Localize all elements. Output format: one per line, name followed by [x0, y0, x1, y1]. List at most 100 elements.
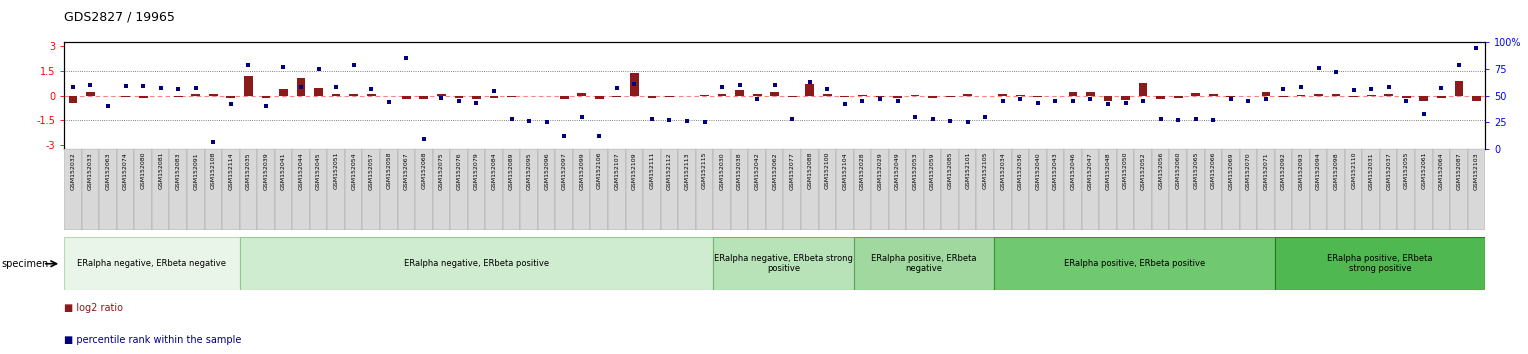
Text: GSM152080: GSM152080	[141, 152, 145, 189]
Bar	[594, 96, 604, 99]
Bar	[1227, 96, 1235, 97]
Bar	[310, 149, 327, 230]
Bar	[209, 94, 217, 96]
Bar	[350, 93, 358, 96]
Bar	[995, 237, 1274, 290]
Bar	[1016, 95, 1025, 96]
Bar	[960, 149, 976, 230]
Text: GSM152034: GSM152034	[1001, 152, 1005, 190]
Bar	[836, 149, 854, 230]
Bar	[906, 149, 924, 230]
Bar	[1082, 149, 1099, 230]
Bar	[665, 96, 674, 97]
Text: GSM152067: GSM152067	[403, 152, 410, 189]
Bar	[327, 149, 345, 230]
Text: GSM152058: GSM152058	[387, 152, 391, 189]
Text: GSM152101: GSM152101	[966, 152, 970, 189]
Bar	[1103, 96, 1112, 101]
Bar	[805, 84, 814, 96]
Bar	[927, 96, 937, 98]
Text: GSM152088: GSM152088	[807, 152, 813, 189]
Bar	[64, 237, 240, 290]
Bar	[1363, 149, 1380, 230]
Bar	[280, 89, 287, 96]
Bar	[170, 149, 186, 230]
Text: GSM152032: GSM152032	[70, 152, 75, 190]
Bar	[64, 149, 81, 230]
Text: GSM152114: GSM152114	[228, 152, 234, 189]
Text: GSM152113: GSM152113	[685, 152, 689, 189]
Bar	[454, 96, 463, 98]
Bar	[678, 149, 695, 230]
Bar	[976, 149, 995, 230]
Text: GSM152063: GSM152063	[105, 152, 110, 189]
Bar	[559, 96, 568, 98]
Bar	[292, 149, 310, 230]
Bar	[99, 149, 116, 230]
Text: specimen: specimen	[2, 259, 49, 269]
Text: GSM152089: GSM152089	[509, 152, 513, 189]
Bar	[1279, 96, 1288, 97]
Text: GSM152115: GSM152115	[701, 152, 707, 189]
Bar	[824, 94, 831, 96]
Bar	[784, 149, 801, 230]
Bar	[116, 149, 134, 230]
Bar	[1401, 96, 1410, 98]
Bar	[1332, 94, 1340, 96]
Text: GSM152074: GSM152074	[124, 152, 128, 190]
Text: GSM152060: GSM152060	[1175, 152, 1181, 189]
Bar	[1117, 149, 1134, 230]
Text: GSM152036: GSM152036	[1018, 152, 1022, 189]
Text: GSM152053: GSM152053	[912, 152, 917, 189]
Text: GSM152081: GSM152081	[159, 152, 163, 189]
Text: GSM152035: GSM152035	[246, 152, 251, 189]
Bar	[1063, 149, 1082, 230]
Text: GSM152055: GSM152055	[1404, 152, 1409, 189]
Text: GSM152071: GSM152071	[1264, 152, 1268, 189]
Text: GSM152105: GSM152105	[983, 152, 987, 189]
Text: GSM152030: GSM152030	[720, 152, 724, 189]
Text: GSM152095: GSM152095	[527, 152, 532, 189]
Bar	[1420, 96, 1429, 101]
Bar	[1239, 149, 1258, 230]
Bar	[1028, 149, 1047, 230]
Text: ■ log2 ratio: ■ log2 ratio	[64, 303, 124, 313]
Bar	[613, 96, 622, 97]
Bar	[275, 149, 292, 230]
Bar	[244, 76, 252, 96]
Bar	[345, 149, 362, 230]
Bar	[416, 149, 432, 230]
Bar	[1204, 149, 1222, 230]
Bar	[451, 149, 468, 230]
Text: GSM152106: GSM152106	[597, 152, 602, 189]
Text: ERalpha negative, ERbeta strong
positive: ERalpha negative, ERbeta strong positive	[714, 254, 853, 273]
Bar	[174, 96, 183, 97]
Text: GSM152091: GSM152091	[193, 152, 199, 189]
Text: GSM152093: GSM152093	[1299, 152, 1303, 190]
Bar	[472, 96, 481, 98]
Bar	[730, 149, 749, 230]
Text: GSM152049: GSM152049	[895, 152, 900, 190]
Bar	[432, 149, 451, 230]
Text: GSM152056: GSM152056	[1158, 152, 1163, 189]
Text: GSM152028: GSM152028	[860, 152, 865, 189]
Bar	[1293, 149, 1309, 230]
Bar	[1209, 93, 1218, 96]
Text: GSM152051: GSM152051	[333, 152, 339, 189]
Bar	[963, 94, 972, 96]
Bar	[257, 149, 275, 230]
Bar	[315, 88, 322, 96]
Text: GSM152097: GSM152097	[562, 152, 567, 190]
Text: GSM152111: GSM152111	[649, 152, 654, 189]
Bar	[695, 149, 714, 230]
Bar	[296, 78, 306, 96]
Text: GDS2827 / 19965: GDS2827 / 19965	[64, 10, 176, 23]
Bar	[503, 149, 521, 230]
Bar	[801, 149, 819, 230]
Text: GSM152087: GSM152087	[1456, 152, 1461, 189]
Bar	[1134, 149, 1152, 230]
Text: GSM152079: GSM152079	[474, 152, 478, 190]
Text: ERalpha positive, ERbeta positive: ERalpha positive, ERbeta positive	[1063, 259, 1206, 268]
Text: GSM152112: GSM152112	[666, 152, 672, 189]
Bar	[894, 96, 902, 98]
